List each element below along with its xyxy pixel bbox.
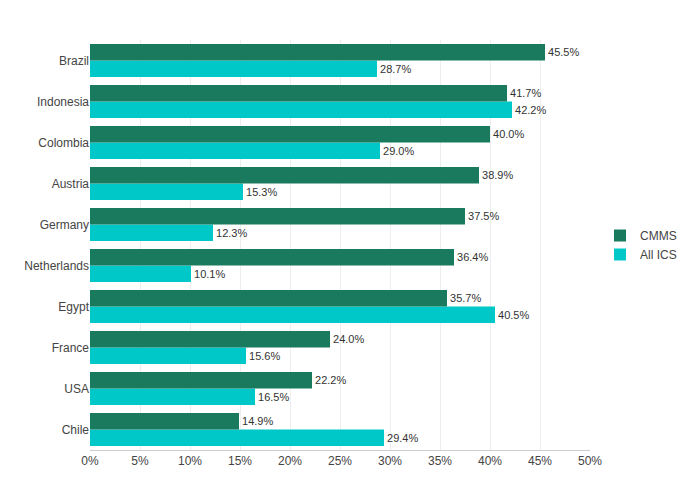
- svg-text:15.3%: 15.3%: [246, 186, 277, 198]
- svg-text:France: France: [52, 341, 90, 355]
- svg-text:37.5%: 37.5%: [468, 210, 499, 222]
- svg-text:Chile: Chile: [62, 423, 90, 437]
- svg-text:14.9%: 14.9%: [242, 415, 273, 427]
- svg-text:22.2%: 22.2%: [315, 374, 346, 386]
- svg-text:Indonesia: Indonesia: [37, 95, 89, 109]
- svg-text:5%: 5%: [131, 454, 149, 468]
- svg-text:40%: 40%: [478, 454, 502, 468]
- svg-text:40.5%: 40.5%: [498, 309, 529, 321]
- svg-text:20%: 20%: [278, 454, 302, 468]
- svg-text:Austria: Austria: [52, 177, 90, 191]
- svg-text:40.0%: 40.0%: [493, 128, 524, 140]
- svg-text:16.5%: 16.5%: [258, 391, 289, 403]
- svg-text:15%: 15%: [228, 454, 252, 468]
- svg-text:29.0%: 29.0%: [383, 145, 414, 157]
- svg-text:15.6%: 15.6%: [249, 350, 280, 362]
- svg-text:28.7%: 28.7%: [380, 63, 411, 75]
- svg-text:Netherlands: Netherlands: [24, 259, 89, 273]
- svg-text:10.1%: 10.1%: [194, 268, 225, 280]
- svg-text:35%: 35%: [428, 454, 452, 468]
- svg-text:41.7%: 41.7%: [510, 87, 541, 99]
- svg-text:10%: 10%: [178, 454, 202, 468]
- svg-text:Brazil: Brazil: [59, 54, 89, 68]
- svg-text:All ICS: All ICS: [640, 248, 677, 262]
- svg-text:Egypt: Egypt: [58, 300, 89, 314]
- svg-text:30%: 30%: [378, 454, 402, 468]
- svg-text:CMMS: CMMS: [640, 229, 677, 243]
- svg-text:38.9%: 38.9%: [482, 169, 513, 181]
- svg-text:Colombia: Colombia: [38, 136, 89, 150]
- svg-text:50%: 50%: [578, 454, 602, 468]
- svg-text:25%: 25%: [328, 454, 352, 468]
- svg-text:36.4%: 36.4%: [457, 251, 488, 263]
- svg-text:42.2%: 42.2%: [515, 104, 546, 116]
- svg-text:29.4%: 29.4%: [387, 432, 418, 444]
- svg-text:Germany: Germany: [40, 218, 89, 232]
- svg-text:45.5%: 45.5%: [548, 46, 579, 58]
- svg-text:USA: USA: [64, 382, 89, 396]
- svg-text:12.3%: 12.3%: [216, 227, 247, 239]
- svg-text:24.0%: 24.0%: [333, 333, 364, 345]
- svg-text:35.7%: 35.7%: [450, 292, 481, 304]
- svg-text:0%: 0%: [81, 454, 99, 468]
- svg-text:45%: 45%: [528, 454, 552, 468]
